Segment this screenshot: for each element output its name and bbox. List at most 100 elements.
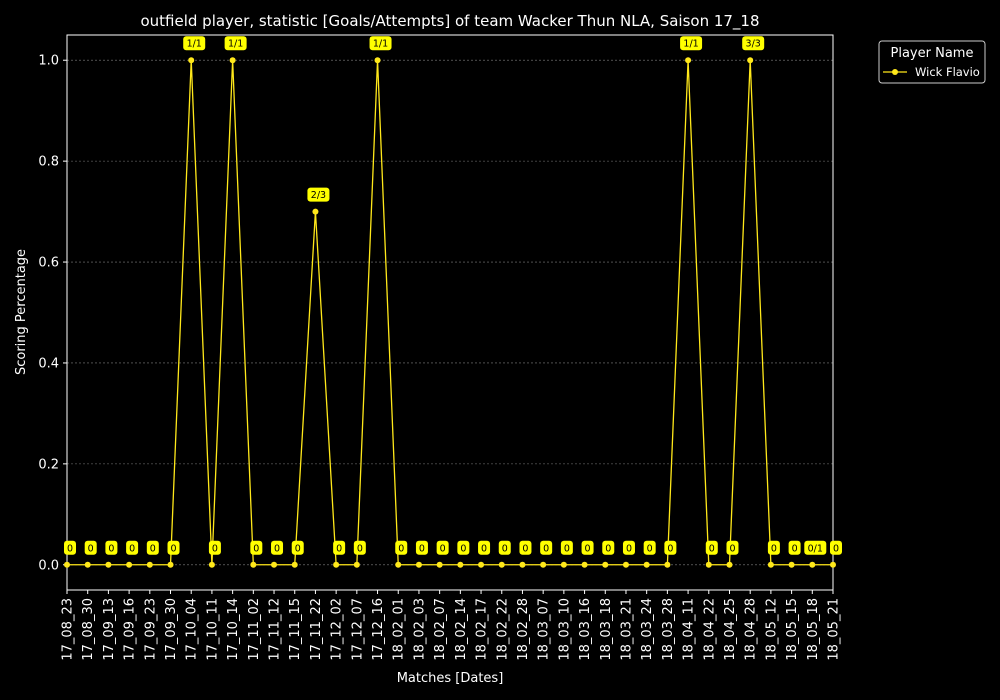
y-tick-label: 0.0 — [38, 558, 59, 573]
annotation-box — [333, 540, 346, 555]
data-point — [747, 57, 754, 64]
x-tick-label: 18_04_11 — [682, 598, 697, 661]
data-point — [250, 561, 257, 568]
annotation-label: 0 — [626, 543, 632, 554]
x-tick-label: 18_05_18 — [806, 598, 821, 661]
annotation-label: 0 — [108, 543, 114, 554]
legend: Player Name Wick Flavio — [878, 40, 986, 84]
annotation-label: 0 — [88, 543, 94, 554]
x-tick-label: 17_10_04 — [185, 598, 200, 661]
data-point — [726, 561, 733, 568]
annotation-label: 0 — [274, 543, 280, 554]
x-tick-label: 17_11_15 — [288, 598, 303, 661]
x-tick-label: 17_10_14 — [226, 598, 241, 661]
x-tick-label: 18_03_10 — [557, 598, 572, 661]
annotation-label: 0 — [771, 543, 777, 554]
annotation-box — [705, 540, 718, 555]
y-axis-label: Scoring Percentage — [14, 249, 29, 375]
annotation-box — [788, 540, 801, 555]
annotation-box — [353, 540, 366, 555]
annotation-box — [602, 540, 615, 555]
annotation-box — [680, 36, 703, 51]
annotation-label: 0 — [833, 543, 839, 554]
annotation-box — [395, 540, 408, 555]
legend-series-marker — [892, 69, 898, 75]
annotation-box — [307, 187, 330, 202]
data-point — [229, 57, 236, 64]
x-tick-label: 17_11_22 — [309, 598, 324, 661]
data-point — [560, 561, 567, 568]
annotation-label: 0 — [585, 543, 591, 554]
data-point — [126, 561, 133, 568]
annotation-box — [726, 540, 739, 555]
x-tick-label: 18_02_07 — [433, 598, 448, 661]
y-tick-label: 0.4 — [38, 356, 59, 371]
annotation-label: 0 — [605, 543, 611, 554]
x-tick-label: 18_02_01 — [392, 598, 407, 661]
data-point — [540, 561, 547, 568]
data-point — [64, 561, 70, 568]
y-tick-label: 0.6 — [38, 256, 59, 271]
annotation-box — [457, 540, 470, 555]
annotation-box — [291, 540, 304, 555]
annotation-label: 0 — [67, 543, 73, 554]
x-tick-label: 17_08_30 — [81, 598, 96, 661]
annotation-box — [183, 36, 206, 51]
annotation-label: 0 — [481, 543, 487, 554]
data-point — [519, 561, 526, 568]
data-point — [788, 561, 795, 568]
annotation-label: 0 — [522, 543, 528, 554]
annotation-label: 1/1 — [228, 39, 243, 50]
data-point — [167, 561, 174, 568]
annotation-label: 1/1 — [373, 39, 388, 50]
x-tick-label: 18_04_25 — [723, 598, 738, 661]
annotation-box — [126, 540, 139, 555]
annotation-box — [436, 540, 449, 555]
annotation-label: 1/1 — [187, 39, 202, 50]
annotation-label: 0 — [564, 543, 570, 554]
x-tick-label: 17_09_16 — [123, 598, 138, 661]
y-tick-label: 0.2 — [38, 457, 59, 472]
y-tick-label: 1.0 — [38, 54, 59, 69]
x-tick-label: 18_02_28 — [516, 598, 531, 661]
annotation-box — [540, 540, 553, 555]
annotation-box — [64, 540, 76, 555]
annotation-label: 3/3 — [746, 39, 761, 50]
annotation-label: 0 — [647, 543, 653, 554]
x-tick-label: 17_12_02 — [330, 598, 345, 661]
x-tick-label: 17_11_12 — [268, 598, 283, 661]
x-tick-label: 18_03_18 — [599, 598, 614, 661]
x-tick-label: 17_09_13 — [102, 598, 117, 661]
annotation-label: 0/1 — [808, 543, 823, 554]
annotation-label: 0 — [212, 543, 218, 554]
data-point — [208, 561, 215, 568]
data-point — [374, 57, 381, 64]
annotation-label: 2/3 — [311, 190, 326, 201]
x-tick-label: 18_02_03 — [412, 598, 427, 661]
x-tick-label: 18_05_15 — [785, 598, 800, 661]
data-point — [643, 561, 650, 568]
x-tick-label: 17_12_07 — [350, 598, 365, 661]
annotation-box — [224, 36, 247, 51]
data-point — [622, 561, 629, 568]
x-tick-label: 17_11_02 — [247, 598, 262, 661]
data-point — [395, 561, 402, 568]
x-tick-label: 17_10_11 — [205, 598, 220, 661]
annotation-label: 0 — [253, 543, 259, 554]
annotation-label: 0 — [502, 543, 508, 554]
annotation-label: 0 — [460, 543, 466, 554]
plot-frame — [66, 34, 834, 591]
data-point — [809, 561, 816, 568]
data-point — [664, 561, 671, 568]
annotation-label: 0 — [150, 543, 156, 554]
annotation-box — [146, 540, 159, 555]
data-point — [685, 57, 692, 64]
data-point — [457, 561, 464, 568]
x-tick-label: 18_03_07 — [537, 598, 552, 661]
x-tick-label: 17_09_30 — [164, 598, 179, 661]
x-axis-label: Matches [Dates] — [397, 671, 504, 686]
x-tick-label: 18_03_16 — [578, 598, 593, 661]
y-axis: 0.0 0.2 0.4 0.6 0.8 1.0 — [38, 54, 67, 573]
